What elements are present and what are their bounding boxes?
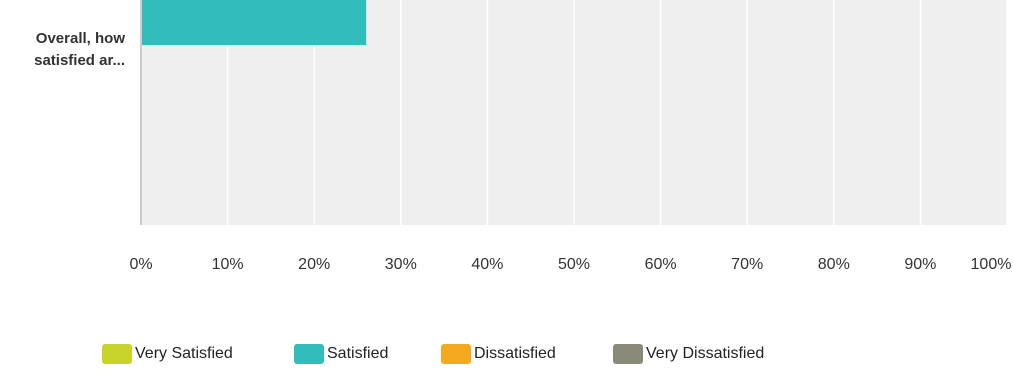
legend-label: Very Dissatisfied xyxy=(646,345,765,362)
legend-label: Satisfied xyxy=(327,345,389,362)
legend-item: Very Satisfied xyxy=(102,344,233,364)
legend-item: Dissatisfied xyxy=(441,344,556,364)
legend-item: Very Dissatisfied xyxy=(613,344,764,364)
grid-lines xyxy=(226,0,1008,225)
legend-swatch xyxy=(441,344,471,364)
legend-swatch xyxy=(294,344,324,364)
bar-satisfied xyxy=(141,0,367,45)
category-labels: Overall, how satisfied ar... xyxy=(34,30,125,69)
x-tick-label: 60% xyxy=(645,256,677,273)
bars xyxy=(141,0,367,45)
x-tick-label: 40% xyxy=(471,256,503,273)
legend-swatch xyxy=(613,344,643,364)
category-label: Overall, how xyxy=(36,30,126,47)
x-tick-label: 20% xyxy=(298,256,330,273)
legend-swatch xyxy=(102,344,132,364)
x-tick-label: 30% xyxy=(385,256,417,273)
x-tick-label: 70% xyxy=(731,256,763,273)
x-tick-label: 10% xyxy=(212,256,244,273)
x-tick-label: 100% xyxy=(971,256,1012,273)
x-tick-labels: 0% 10% 20% 30% 40% 50% 60% 70% 80% 90% 100% xyxy=(129,256,1011,273)
x-tick-label: 90% xyxy=(904,256,936,273)
category-label: satisfied ar... xyxy=(34,52,125,69)
legend-label: Very Satisfied xyxy=(135,345,233,362)
legend-label: Dissatisfied xyxy=(474,345,556,362)
x-tick-label: 0% xyxy=(129,256,152,273)
legend-item: Satisfied xyxy=(294,344,388,364)
x-tick-label: 80% xyxy=(818,256,850,273)
x-tick-label: 50% xyxy=(558,256,590,273)
